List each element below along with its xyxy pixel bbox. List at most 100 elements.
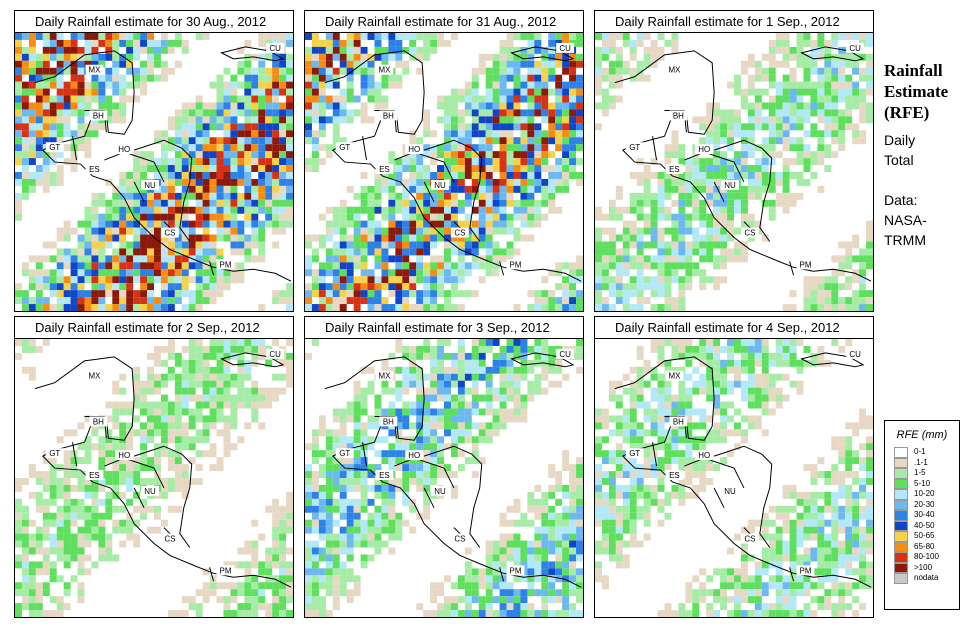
rainfall-cell (15, 53, 22, 61)
rainfall-cell (541, 540, 549, 548)
rainfall-cell (279, 603, 287, 611)
rainfall-cell (838, 81, 846, 89)
rainfall-cell (126, 408, 134, 416)
rainfall-cell (305, 234, 312, 242)
rainfall-cell (105, 443, 113, 451)
rainfall-cell (251, 519, 259, 527)
rainfall-cell (140, 443, 148, 451)
rainfall-cell (768, 380, 776, 388)
rainfall-cell (318, 109, 326, 117)
rainfall-cell (49, 123, 57, 131)
rainfall-cell (49, 39, 57, 47)
rainfall-cell (506, 95, 514, 103)
rainfall-cell (286, 172, 293, 179)
rainfall-cell (499, 380, 507, 388)
rainfall-cell (499, 220, 507, 228)
rainfall-cell (325, 248, 333, 256)
rainfall-cell (119, 255, 127, 263)
rainfall-cell (437, 165, 444, 172)
rainfall-cell (325, 206, 333, 214)
rainfall-cell (56, 519, 64, 527)
rainfall-cell (706, 255, 714, 263)
rainfall-cell (223, 276, 231, 284)
rainfall-cell (444, 394, 451, 402)
rainfall-cell (388, 498, 396, 506)
rainfall-cell (133, 74, 141, 82)
rainfall-cell (768, 206, 776, 214)
rainfall-cell (754, 359, 762, 367)
rainfall-cell (160, 151, 168, 159)
rainfall-cell (685, 158, 693, 166)
rainfall-cell (569, 88, 577, 96)
rainfall-cell (838, 241, 846, 249)
rainfall-cell (747, 53, 755, 61)
rainfall-cell (216, 158, 224, 166)
rainfall-cell (21, 192, 29, 200)
rainfall-cell (279, 123, 287, 131)
rainfall-cell (775, 178, 783, 186)
rainfall-cell (49, 512, 57, 520)
rainfall-cell (478, 394, 486, 402)
rainfall-cell (534, 220, 542, 228)
rainfall-cell (258, 206, 266, 214)
rainfall-cell (852, 269, 860, 277)
rainfall-cell (595, 234, 602, 242)
rainfall-cell (360, 102, 368, 110)
rainfall-cell (209, 199, 217, 207)
rainfall-cell (622, 241, 630, 249)
rainfall-cell (160, 60, 168, 68)
rainfall-cell (859, 290, 867, 298)
rainfall-cell (353, 95, 361, 103)
rainfall-cell (119, 276, 127, 284)
rainfall-cell (265, 109, 273, 117)
rainfall-cell (541, 526, 549, 534)
rainfall-cell (56, 53, 64, 61)
rainfall-cell (112, 227, 120, 235)
rainfall-cell (388, 241, 396, 249)
rainfall-cell (339, 269, 347, 277)
rainfall-cell (105, 415, 113, 423)
rainfall-cell (381, 248, 389, 256)
rainfall-cell (167, 283, 175, 291)
rainfall-cell (534, 380, 542, 388)
rainfall-cell (615, 192, 623, 200)
rainfall-cell (541, 366, 549, 374)
rainfall-cell (548, 491, 556, 499)
rainfall-cell (126, 533, 134, 541)
rainfall-cell (286, 213, 293, 221)
rainfall-cell (133, 234, 141, 242)
rainfall-cell (133, 227, 141, 235)
rainfall-cell (506, 415, 514, 423)
rainfall-cell (402, 457, 410, 465)
rainfall-cell (230, 422, 238, 430)
rainfall-cell (520, 130, 528, 138)
rainfall-cell (272, 130, 280, 138)
rainfall-cell (21, 533, 29, 541)
rainfall-cell (824, 276, 832, 284)
rainfall-cell (485, 408, 493, 416)
rainfall-cell (615, 95, 623, 103)
rainfall-cell (576, 95, 583, 103)
rainfall-cell (409, 457, 417, 465)
rainfall-cell (367, 366, 375, 374)
rainfall-cell (734, 109, 741, 117)
rainfall-cell (56, 255, 64, 263)
rainfall-cell (353, 46, 361, 54)
rainfall-cell (237, 345, 245, 353)
rainfall-cell (216, 116, 224, 124)
rainfall-cell (430, 241, 438, 249)
rainfall-cell (402, 220, 410, 228)
rainfall-cell (77, 81, 85, 89)
country-label-background (160, 227, 179, 238)
rainfall-cell (188, 116, 196, 124)
rainfall-cell (112, 290, 120, 298)
rainfall-cell (450, 33, 458, 40)
rainfall-cell (15, 484, 22, 492)
rainfall-cell (174, 165, 182, 172)
rainfall-cell (740, 95, 748, 103)
rainfall-cell (339, 262, 347, 270)
rainfall-cell (409, 422, 417, 430)
rainfall-cell (258, 345, 266, 353)
rainfall-cell (35, 262, 43, 270)
rainfall-cell (796, 366, 804, 374)
